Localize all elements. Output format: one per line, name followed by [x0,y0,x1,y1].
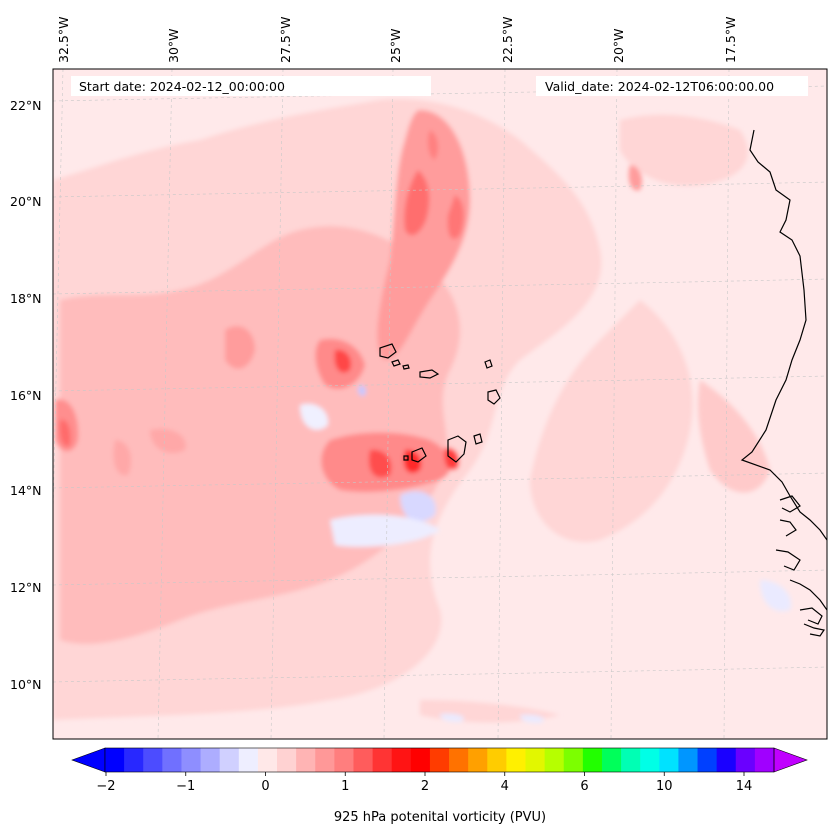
colorbar-swatch [678,748,699,772]
colorbar-swatch [296,748,316,772]
colorbar-over-arrow [773,747,808,773]
lat-label: 16°N [10,388,42,403]
gridlines [53,69,827,739]
lon-label: 30°W [166,28,181,63]
lon-label: 27.5°W [278,17,293,63]
colorbar-swatch [487,748,507,772]
colorbar-tick-label: 2 [421,779,429,794]
colorbar-swatch [257,748,278,772]
africa-coastline [740,129,827,541]
colorbar-swatch [353,748,374,772]
colorbar-label: 925 hPa potenital vorticity (PVU) [334,810,546,825]
start-date-label: Start date: 2024-02-12_00:00:00 [79,79,285,94]
lat-label: 20°N [10,194,42,209]
valid-date-box [536,76,808,96]
colorbar-swatch [601,748,622,772]
lon-label: 22.5°W [500,17,515,63]
colorbar-tick-label: 6 [580,779,588,794]
lon-label: 17.5°W [723,17,738,63]
map-panel[interactable]: Start date: 2024-02-12_00:00:00 Valid_da… [48,69,827,739]
lat-label: 14°N [10,483,42,498]
colorbar-tick-label: −1 [176,779,195,794]
colorbar-swatch [238,748,259,772]
colorbar-frame [104,747,775,773]
colorbar-swatch [525,748,546,772]
colorbar-swatch [582,748,603,772]
colorbar-swatch [563,748,584,772]
colorbar-swatch [219,748,240,772]
colorbar-tick-label: −2 [96,779,115,794]
colorbar-swatch [124,748,144,772]
lon-label: 25°W [388,28,403,63]
colorbar-swatch [468,748,488,772]
colorbar-swatch [640,748,660,772]
colorbar-swatch [506,748,527,772]
valid-date-label: Valid_date: 2024-02-12T06:00:00.00 [545,79,774,94]
map-frame [52,68,828,740]
colorbar-swatch [621,748,641,772]
cape-verde-islands [379,343,501,463]
colorbar-tick-label: 4 [501,779,509,794]
colorbar-tick-label: 10 [656,779,673,794]
colorbar-swatch [391,748,412,772]
colorbar-swatch [334,748,354,772]
colorbar-swatch [105,748,125,772]
senegal-gambia-coast [775,495,827,637]
lat-label: 10°N [10,677,42,692]
colorbar-under-arrow [71,747,106,773]
colorbar-swatch [716,748,737,772]
colorbar-swatch [544,748,565,772]
lat-label: 12°N [10,580,42,595]
lon-label: 20°W [611,28,626,63]
colorbar-tick-label: 14 [736,779,753,794]
colorbar-swatch [754,748,775,772]
colorbar-swatch [200,748,221,772]
colorbar-swatch [372,748,393,772]
colorbar: −2 −1 0 1 2 4 6 10 14 925 hPa potenital vorticit… [71,747,808,825]
lon-label: 32.5°W [56,17,71,63]
colorbar-swatch [315,748,335,772]
header-bar: Start date: 2024-02-12_00:00:00 Valid_da… [71,76,808,96]
colorbar-swatch [410,748,431,772]
colorbar-swatch [429,748,450,772]
lat-label: 22°N [10,98,42,113]
colorbar-tick-label: 1 [341,779,349,794]
colorbar-swatch [162,748,182,772]
lat-label: 18°N [10,291,42,306]
colorbar-swatch [659,748,679,772]
colorbar-swatch [143,748,163,772]
colorbar-ticks: −2 −1 0 1 2 4 6 10 14 [96,772,752,794]
colorbar-swatch [697,748,718,772]
latitude-labels: 22°N 20°N 18°N 16°N 14°N 12°N 10°N [10,98,42,692]
pv-contour-fill [53,99,791,723]
colorbar-swatches [105,748,775,772]
longitude-labels: 32.5°W 30°W 27.5°W 25°W 22.5°W 20°W 17.5… [56,17,738,63]
colorbar-swatch [449,748,469,772]
start-date-box [71,76,431,96]
colorbar-swatch [277,748,297,772]
colorbar-tick-label: 0 [261,779,269,794]
colorbar-swatch [181,748,202,772]
colorbar-swatch [735,748,756,772]
